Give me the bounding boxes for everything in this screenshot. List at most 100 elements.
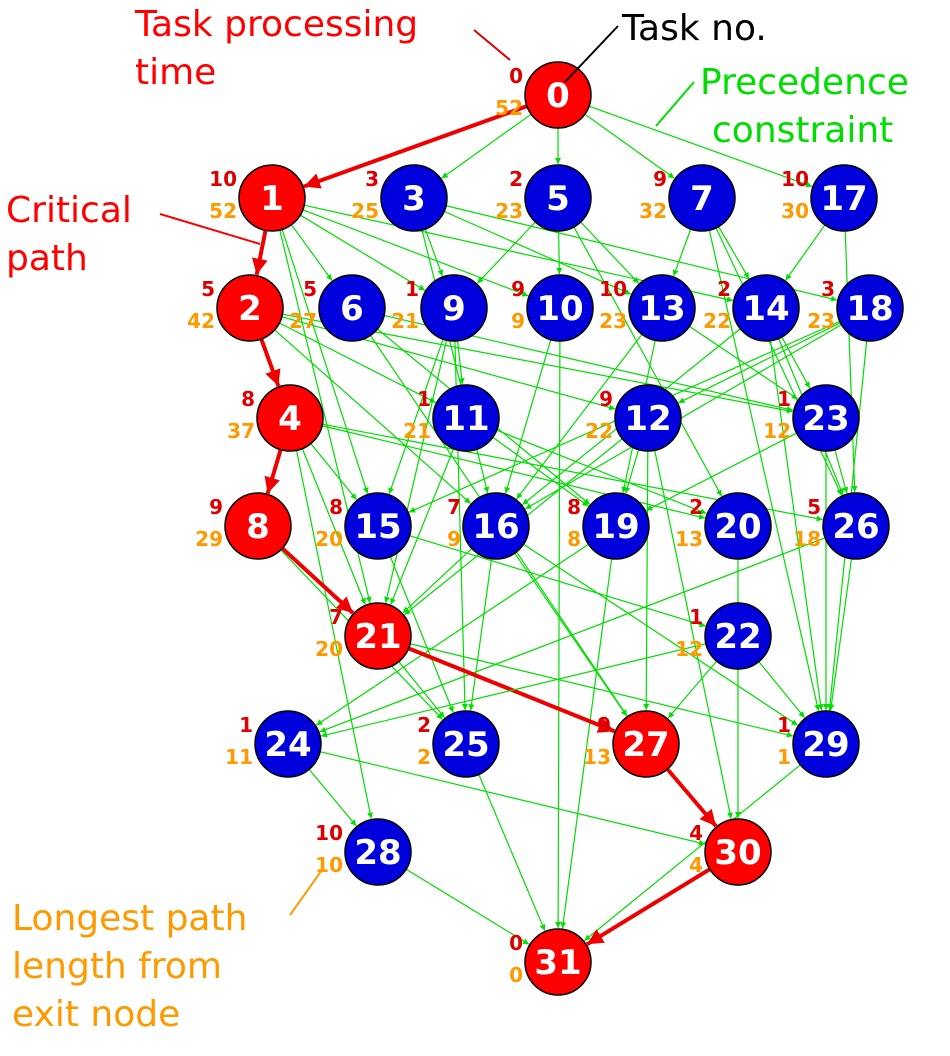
task-number-9: 9 — [442, 289, 466, 329]
edge-17-26 — [844, 230, 858, 493]
critical-path-line1: Critical — [6, 190, 132, 231]
task-circle-25 — [432, 710, 500, 778]
task-circle-11 — [432, 384, 500, 452]
task-node-4: 48 37 — [227, 384, 324, 452]
edge-11-21 — [390, 448, 455, 605]
edge-5-20 — [573, 226, 723, 497]
longest-path-2: 42 — [187, 309, 215, 333]
task-number-30: 30 — [714, 833, 761, 873]
task-number-27: 27 — [622, 725, 669, 765]
task-node-9: 91 21 — [391, 274, 488, 342]
task-circle-30 — [704, 818, 772, 886]
processing-time-28: 10 — [315, 821, 343, 845]
task-circle-28 — [344, 818, 412, 886]
longest-path-11: 21 — [403, 419, 431, 443]
edge-1-6 — [290, 224, 333, 281]
processing-time-0: 0 — [509, 64, 523, 88]
task-number-0: 0 — [546, 76, 570, 116]
task-node-5: 52 23 — [495, 164, 592, 232]
task-node-10: 10 9 9 — [511, 274, 594, 342]
edge-24-28 — [308, 768, 357, 827]
processing-time-29: 1 — [777, 713, 791, 737]
task-circle-27 — [612, 710, 680, 778]
edge-24-30 — [319, 751, 706, 846]
longest-path-26: 18 — [793, 527, 821, 551]
processing-time-15: 8 — [329, 495, 343, 519]
longest-path-22: 12 — [675, 637, 703, 661]
processing-time-22: 1 — [689, 605, 703, 629]
task-number-11: 11 — [442, 399, 489, 439]
processing-time-11: 1 — [417, 387, 431, 411]
task-node-8: 89 29 — [195, 492, 292, 560]
processing-time-8: 9 — [209, 495, 223, 519]
edge-15-25 — [389, 556, 454, 713]
processing-time-2: 5 — [201, 277, 215, 301]
task-node-22: 22 1 12 — [675, 602, 772, 670]
task-number-1: 1 — [260, 179, 284, 219]
edge-9-21 — [384, 340, 448, 604]
edge-14-29 — [769, 340, 824, 711]
task-circle-19 — [582, 492, 650, 560]
task-node-21: 21 7 20 — [315, 602, 412, 670]
edge-9-11 — [456, 340, 465, 385]
edge-18-16 — [525, 324, 842, 510]
edge-3-13 — [443, 210, 632, 295]
processing-time-18: 3 — [821, 277, 835, 301]
longest-path-12: 22 — [585, 419, 613, 443]
critical-edge-8-21 — [280, 546, 355, 615]
task-number-28: 28 — [354, 833, 401, 873]
edge-1-10 — [302, 209, 529, 297]
task-circle-7 — [668, 164, 736, 232]
edge-5-10 — [556, 230, 563, 275]
edge-12-19 — [624, 449, 640, 494]
task-circle-5 — [524, 164, 592, 232]
longest-path-18: 23 — [807, 309, 835, 333]
task-number-17: 17 — [820, 179, 867, 219]
longest-path-3: 25 — [351, 199, 379, 223]
processing-time-3: 3 — [365, 167, 379, 191]
processing-time-line1: Task processing — [134, 4, 418, 45]
edge-5-13 — [580, 221, 640, 284]
edge-22-29 — [758, 661, 805, 719]
edge-10-16 — [504, 339, 552, 494]
task-number-7: 7 — [690, 179, 714, 219]
processing-time-19: 8 — [567, 495, 581, 519]
task-node-20: 20 2 13 — [675, 492, 772, 560]
longest-path-16: 9 — [447, 527, 461, 551]
edge-21-25 — [398, 661, 445, 719]
precedence-line1: Precedence — [700, 62, 909, 103]
task-node-13: 13 10 23 — [599, 274, 696, 342]
longest-path-31: 0 — [509, 963, 523, 987]
task-circle-23 — [792, 384, 860, 452]
edge-9-15 — [388, 338, 444, 495]
task-circle-14 — [732, 274, 800, 342]
task-circle-15 — [344, 492, 412, 560]
task-node-3: 33 25 — [351, 164, 448, 232]
edge-13-16 — [516, 333, 643, 500]
task-number-21: 21 — [354, 617, 401, 657]
critical-path-annotation: Critical path — [6, 190, 261, 279]
task-circle-1 — [238, 164, 306, 232]
critical-edge-1-2 — [251, 229, 268, 276]
edge-15-22 — [409, 535, 706, 628]
processing-time-9: 1 — [405, 277, 419, 301]
processing-time-4: 8 — [241, 387, 255, 411]
processing-time-14: 2 — [717, 277, 731, 301]
task-node-27: 27 9 13 — [583, 710, 680, 778]
edge-28-31 — [405, 868, 530, 945]
edge-1-9 — [299, 214, 426, 291]
longest-path-1: 52 — [209, 199, 237, 223]
edge-17-14 — [785, 224, 826, 281]
task-circle-4 — [256, 384, 324, 452]
processing-time-21: 7 — [329, 605, 343, 629]
longest-path-6: 27 — [289, 309, 317, 333]
task-node-31: 31 0 0 — [509, 928, 592, 996]
edge-26-24 — [319, 537, 826, 733]
task-circle-31 — [524, 928, 592, 996]
longest-path-8: 29 — [195, 527, 223, 551]
